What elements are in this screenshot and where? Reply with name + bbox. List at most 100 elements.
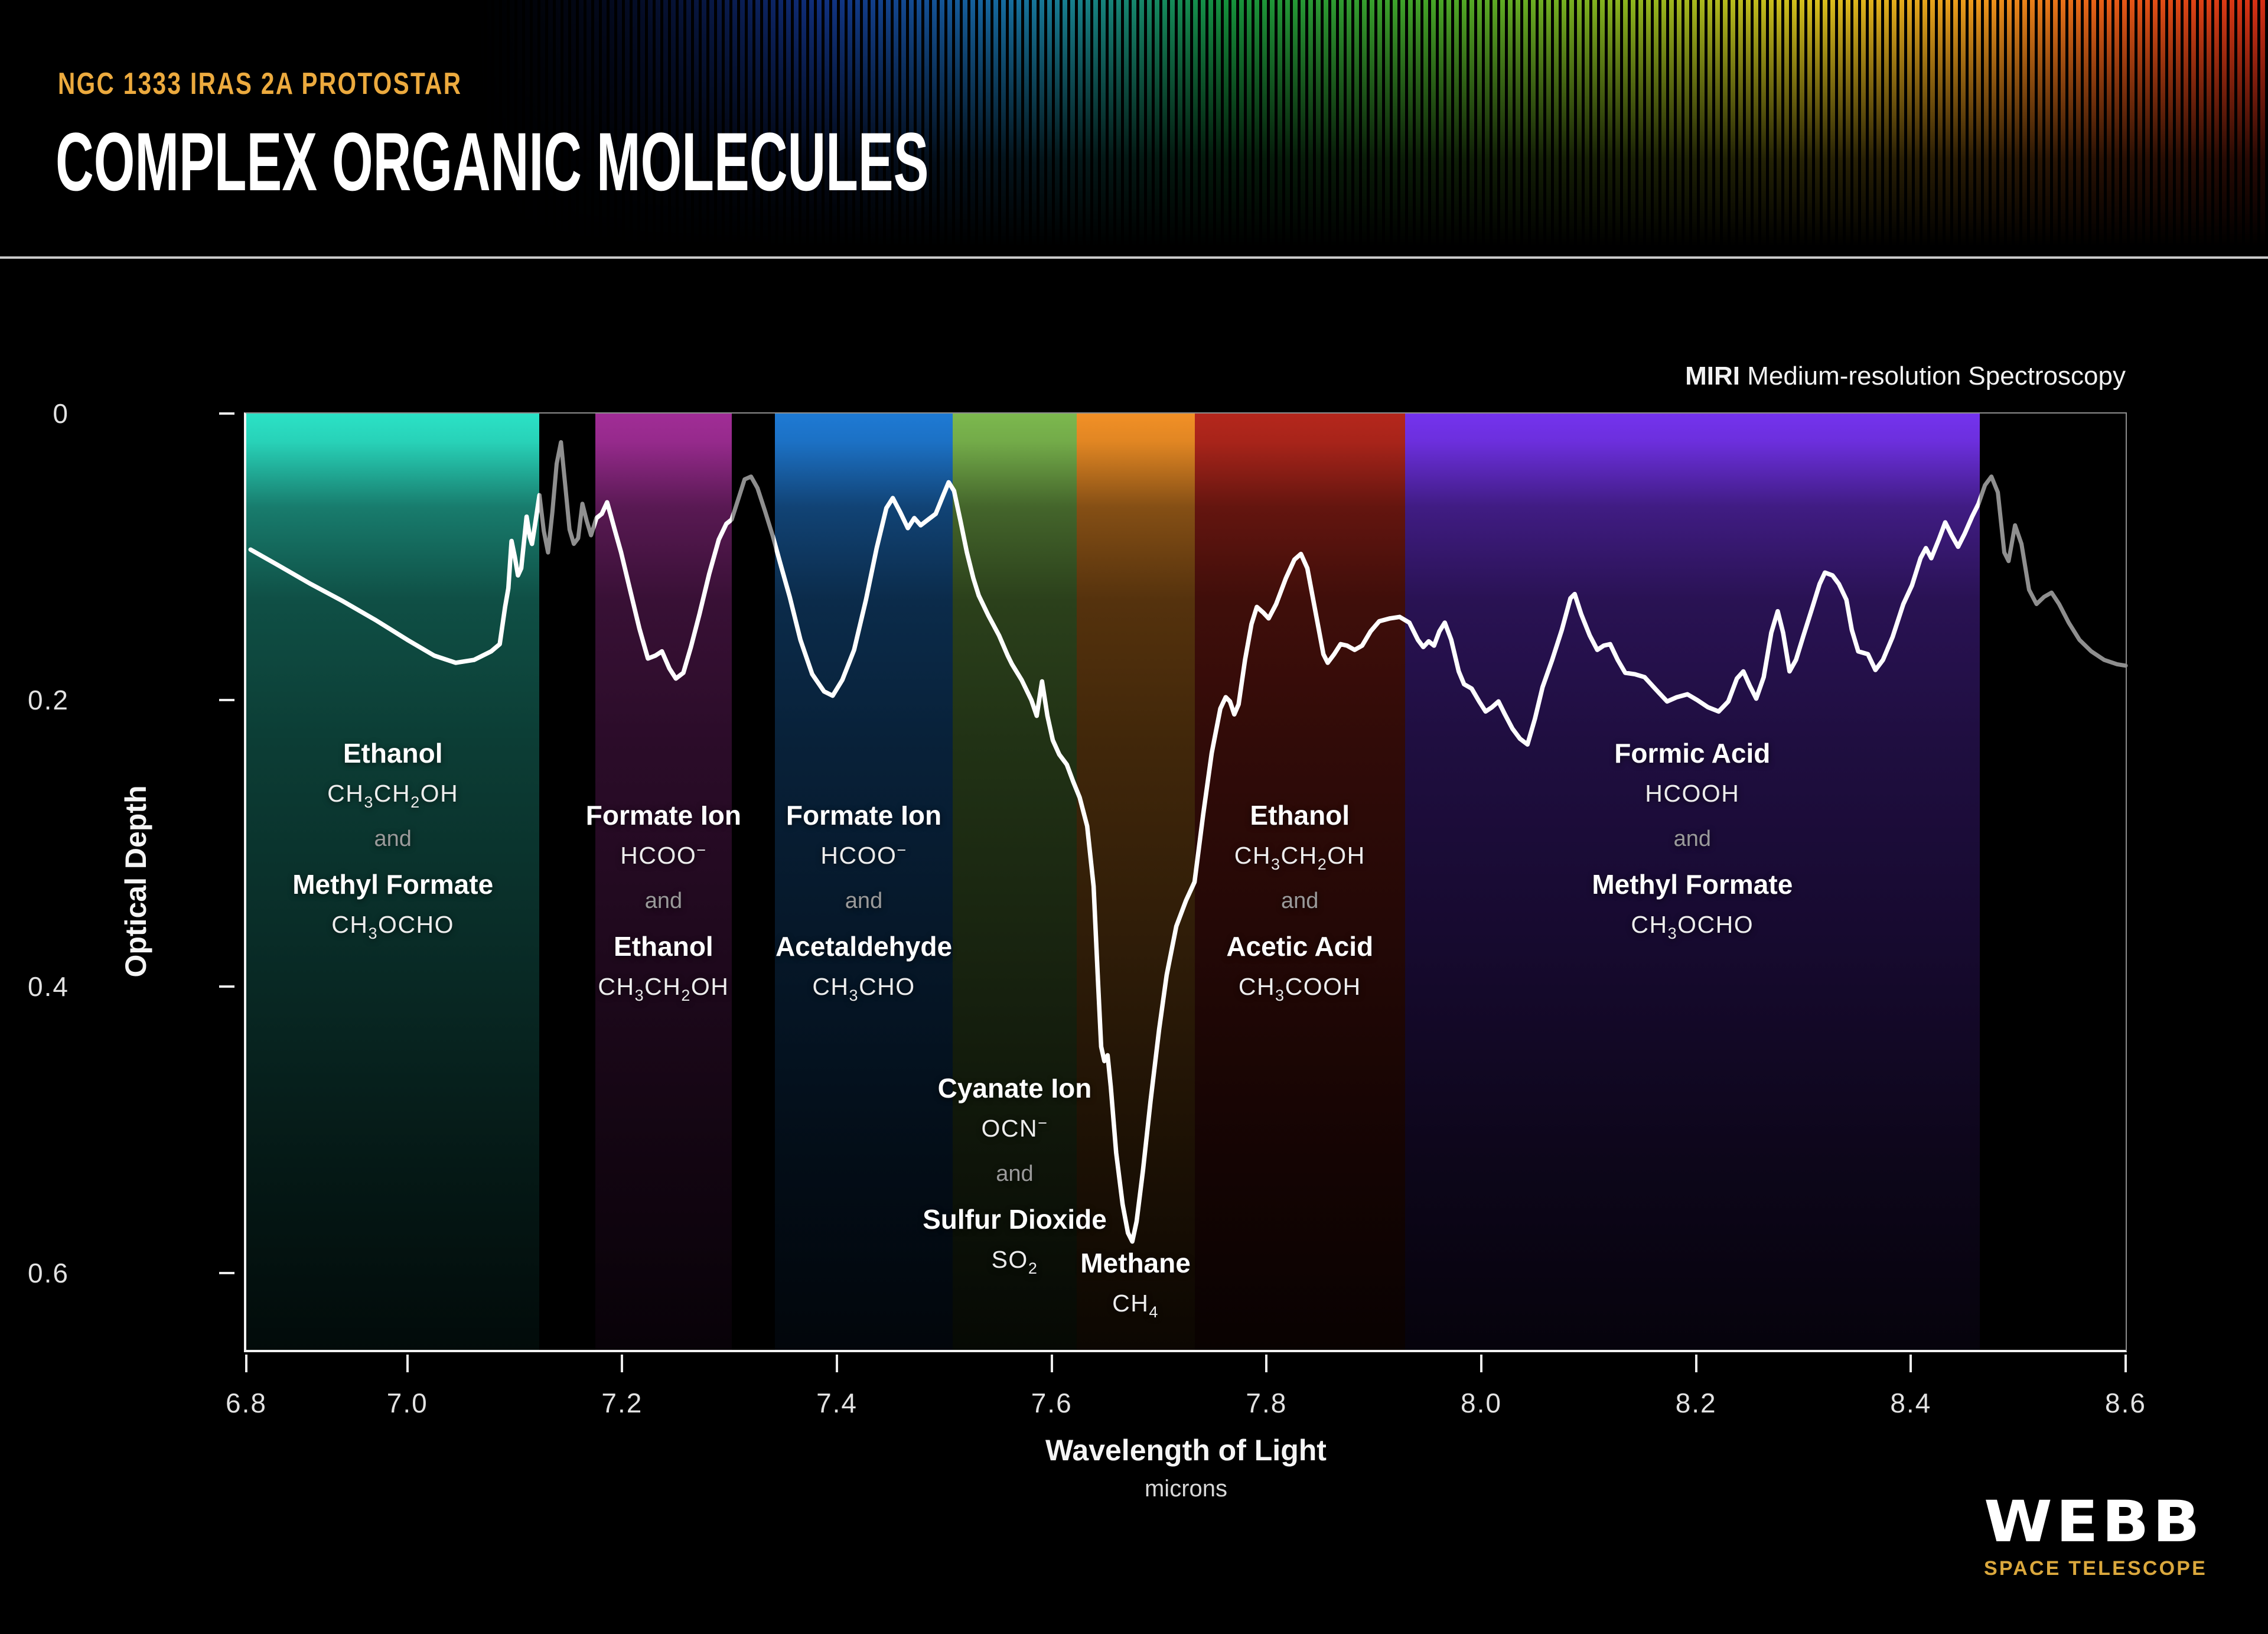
molecule-formula: SO2 bbox=[991, 1246, 1038, 1277]
x-tick-label: 7.4 bbox=[816, 1388, 858, 1418]
subscript: 4 bbox=[1149, 1303, 1159, 1321]
y-tick bbox=[219, 985, 234, 988]
page-title: COMPLEX ORGANIC MOLECULES bbox=[56, 115, 929, 208]
x-tick bbox=[836, 1355, 839, 1372]
subscript: 2 bbox=[410, 793, 421, 811]
molecule-name: Sulfur Dioxide bbox=[923, 1204, 1107, 1235]
instrument-label: MIRI Medium-resolution Spectroscopy bbox=[1685, 362, 2126, 391]
curve-dimmed bbox=[248, 440, 2128, 1244]
subscript: 3 bbox=[364, 793, 374, 811]
and-label: and bbox=[1281, 888, 1319, 913]
x-tick-label: 8.0 bbox=[1461, 1388, 1502, 1418]
molecule-formula: CH3CH2OH bbox=[598, 973, 729, 1004]
molecule-name: Ethanol bbox=[614, 931, 713, 962]
molecule-name: Ethanol bbox=[343, 738, 443, 769]
molecule-name: Formate Ion bbox=[786, 800, 942, 831]
webb-logo: WEBB SPACE TELESCOPE bbox=[1984, 1491, 2207, 1580]
molecule-label-group-orange: Methane CH4 bbox=[1080, 1246, 1191, 1335]
subscript: 2 bbox=[1317, 855, 1328, 873]
molecule-name: Cyanate Ion bbox=[937, 1073, 1092, 1104]
molecule-formula: HCOOH bbox=[1645, 780, 1740, 807]
header-spectrum-rainbow bbox=[0, 0, 2268, 256]
subscript: 3 bbox=[849, 987, 859, 1004]
molecule-name: Methyl Formate bbox=[292, 869, 494, 900]
and-label: and bbox=[845, 888, 883, 913]
band-teal bbox=[246, 414, 540, 1350]
subscript: 2 bbox=[1028, 1259, 1038, 1277]
molecule-label-group-teal: Ethanol CH3CH2OH and Methyl Formate CH3OCHO bbox=[292, 737, 493, 956]
header: NGC 1333 IRAS 2A PROTOSTAR COMPLEX ORGAN… bbox=[0, 0, 2268, 259]
y-tick-label: 0.4 bbox=[28, 971, 69, 1002]
molecule-formula: CH3CH2OH bbox=[327, 780, 459, 811]
subscript: 3 bbox=[1270, 855, 1281, 873]
subscript: 3 bbox=[368, 925, 379, 942]
molecule-name: Acetic Acid bbox=[1226, 931, 1374, 962]
x-tick-label: 7.0 bbox=[386, 1388, 428, 1418]
x-tick bbox=[621, 1355, 624, 1372]
instrument-name: MIRI bbox=[1685, 362, 1741, 390]
y-axis-title: Optical Depth bbox=[119, 785, 152, 978]
band-orange bbox=[1076, 414, 1195, 1350]
header-eyebrow: NGC 1333 IRAS 2A PROTOSTAR bbox=[58, 67, 462, 101]
x-tick bbox=[1480, 1355, 1483, 1372]
molecule-formula: CH3COOH bbox=[1238, 973, 1361, 1004]
and-label: and bbox=[1673, 826, 1712, 851]
y-tick-label: 0 bbox=[53, 398, 69, 429]
molecule-formula: CH3CHO bbox=[812, 973, 915, 1004]
subscript: 3 bbox=[1275, 987, 1285, 1004]
x-axis-unit: microns bbox=[1144, 1476, 1228, 1502]
x-axis-title: Wavelength of Light bbox=[1045, 1434, 1327, 1467]
curve-highlighted-segments bbox=[248, 440, 1980, 1244]
y-tick-label: 0.2 bbox=[28, 685, 69, 715]
superscript: − bbox=[1038, 1114, 1048, 1132]
x-tick bbox=[406, 1355, 409, 1372]
x-tick bbox=[1050, 1355, 1053, 1372]
x-tick-label: 8.4 bbox=[1890, 1388, 1932, 1418]
molecule-label-group-violet: Formic Acid HCOOH and Methyl Formate CH3OCHO bbox=[1592, 737, 1793, 956]
x-tick bbox=[245, 1355, 247, 1372]
instrument-mode: Medium-resolution Spectroscopy bbox=[1740, 362, 2126, 390]
molecule-formula: OCN− bbox=[981, 1114, 1048, 1142]
band-green bbox=[953, 414, 1077, 1350]
superscript: − bbox=[696, 841, 707, 859]
band-violet bbox=[1405, 414, 1980, 1350]
x-tick bbox=[1265, 1355, 1268, 1372]
plot-area: Ethanol CH3CH2OH and Methyl Formate CH3OCHO F… bbox=[28, 398, 2145, 1418]
band-blue bbox=[774, 414, 953, 1350]
molecule-formula: CH3CH2OH bbox=[1234, 842, 1366, 873]
molecule-name: Acetaldehyde bbox=[775, 931, 953, 962]
molecule-name: Methane bbox=[1080, 1248, 1191, 1278]
molecule-label-group-green: Cyanate Ion OCN− and Sulfur Dioxide SO2 bbox=[923, 1072, 1107, 1291]
x-tick bbox=[2124, 1355, 2127, 1372]
and-label: and bbox=[996, 1161, 1034, 1186]
subscript: 3 bbox=[634, 987, 645, 1004]
x-tick-label: 6.8 bbox=[226, 1388, 267, 1418]
molecule-label-group-red: Ethanol CH3CH2OH and Acetic Acid CH3COOH bbox=[1226, 799, 1373, 1018]
band-red bbox=[1194, 414, 1405, 1350]
and-label: and bbox=[374, 826, 412, 851]
molecule-name: Ethanol bbox=[1250, 800, 1350, 831]
x-tick bbox=[1909, 1355, 1912, 1372]
subscript: 3 bbox=[1667, 925, 1678, 942]
molecule-formula: CH4 bbox=[1112, 1290, 1159, 1321]
molecule-name: Formic Acid bbox=[1614, 738, 1771, 769]
y-tick-label: 0.6 bbox=[28, 1258, 69, 1288]
spectrum-curve bbox=[248, 440, 2128, 1244]
molecule-formula: HCOO− bbox=[620, 841, 707, 869]
y-tick bbox=[219, 412, 234, 415]
molecule-formula: CH3OCHO bbox=[331, 911, 455, 942]
x-tick-label: 8.6 bbox=[2105, 1388, 2146, 1418]
x-tick bbox=[1695, 1355, 1697, 1372]
molecule-label-group-purple: Formate Ion HCOO− and Ethanol CH3CH2OH bbox=[586, 799, 741, 1018]
molecule-formula: HCOO− bbox=[820, 841, 907, 869]
molecule-name: Methyl Formate bbox=[1592, 869, 1793, 900]
x-tick-label: 7.2 bbox=[601, 1388, 643, 1418]
webb-logo-tagline: SPACE TELESCOPE bbox=[1984, 1557, 2207, 1580]
and-label: and bbox=[644, 888, 683, 913]
molecule-label-group-blue: Formate Ion HCOO− and Acetaldehyde CH3CHO bbox=[775, 799, 952, 1018]
webb-logo-wordmark: WEBB bbox=[1984, 1488, 2204, 1555]
x-tick-label: 8.2 bbox=[1675, 1388, 1717, 1418]
x-tick-label: 7.6 bbox=[1031, 1388, 1073, 1418]
subscript: 2 bbox=[681, 987, 691, 1004]
